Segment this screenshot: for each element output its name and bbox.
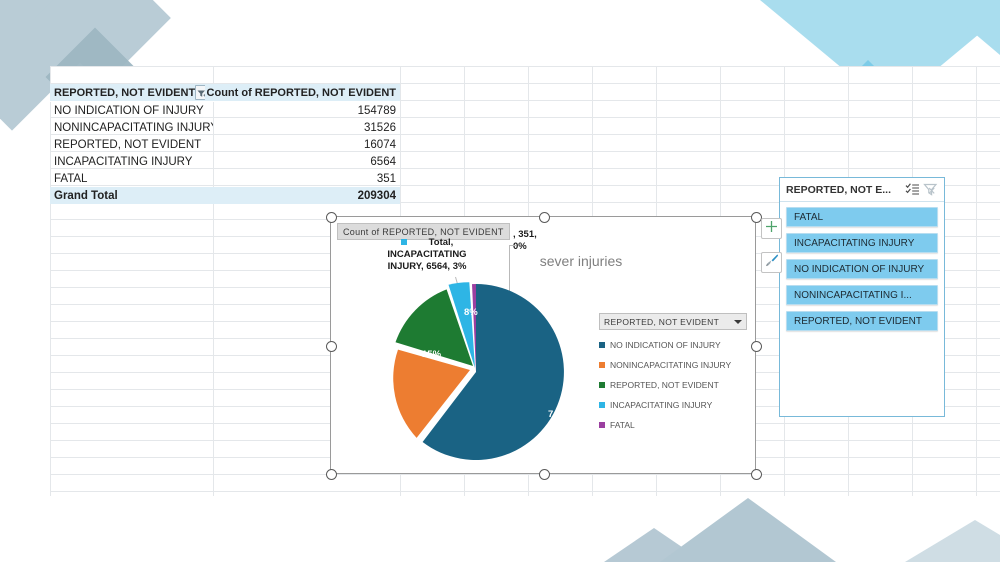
chart-title[interactable]: sever injuries: [539, 253, 623, 269]
pivot-row-label: FATAL: [54, 172, 88, 185]
legend-swatch-icon: [599, 342, 605, 348]
pivot-row-label: NONINCAPACITATING INJURY: [54, 121, 213, 134]
legend-item-nonincapacitating-injury: NONINCAPACITATING INJURY: [599, 355, 747, 375]
pie-slice-fatal: [472, 284, 476, 372]
pivot-row-field-label: REPORTED, NOT EVIDENT: [54, 86, 196, 99]
data-label-line2: INCAPACITATING: [387, 249, 467, 260]
resize-handle-bottom-left[interactable]: [326, 469, 337, 480]
resize-handle-top-center[interactable]: [539, 212, 550, 223]
legend-label: INCAPACITATING INJURY: [610, 400, 713, 410]
chart-styles-button[interactable]: [761, 252, 782, 273]
plus-icon: [765, 220, 778, 238]
legend-label: FATAL: [610, 420, 635, 430]
pie-percent-reported-not-evident: 8%: [464, 307, 478, 318]
slicer-item-reported-not-evident[interactable]: REPORTED, NOT EVIDENT: [786, 311, 938, 331]
leader-line-fatal: [509, 245, 510, 305]
legend-item-fatal: FATAL: [599, 415, 747, 435]
resize-handle-bottom-right[interactable]: [751, 469, 762, 480]
pivot-row-field-header: REPORTED, NOT EVIDENT: [50, 85, 205, 100]
slicer-item-fatal[interactable]: FATAL: [786, 207, 938, 227]
data-label-fatal-line2: 0%: [513, 241, 527, 252]
slicer-item-label: FATAL: [794, 211, 824, 223]
chart-legend: REPORTED, NOT EVIDENT NO INDICATION OF I…: [599, 313, 747, 435]
table-row[interactable]: INCAPACITATING INJURY 6564: [50, 153, 400, 170]
pivot-row-value: 154789: [357, 104, 396, 117]
table-row[interactable]: FATAL 351: [50, 170, 400, 187]
data-label-incapacitating-injury: Total, INCAPACITATING INJURY, 6564, 3%: [367, 237, 487, 273]
slicer-item-label: INCAPACITATING INJURY: [794, 237, 915, 249]
legend-swatch-icon: [599, 402, 605, 408]
data-label-fatal: , 351, 0%: [513, 229, 573, 253]
slicer-item-label: NO INDICATION OF INJURY: [794, 263, 925, 275]
legend-swatch-icon: [599, 422, 605, 428]
pivot-grand-total-value: 209304: [357, 189, 396, 202]
table-row[interactable]: NONINCAPACITATING INJURY 31526: [50, 119, 400, 136]
resize-handle-middle-left[interactable]: [326, 341, 337, 352]
pie-percent-no-indication: 74%: [548, 409, 568, 420]
slicer-title: REPORTED, NOT E...: [786, 183, 892, 196]
legend-item-reported-not-evident: REPORTED, NOT EVIDENT: [599, 375, 747, 395]
pivot-value-field-header: Count of REPORTED, NOT EVIDENT: [206, 86, 396, 99]
leader-line-fatal-foot: [509, 245, 516, 246]
pivot-row-label: NO INDICATION OF INJURY: [54, 104, 204, 117]
slicer-item-incapacitating-injury[interactable]: INCAPACITATING INJURY: [786, 233, 938, 253]
slicer-item-no-indication-of-injury[interactable]: NO INDICATION OF INJURY: [786, 259, 938, 279]
table-row[interactable]: NO INDICATION OF INJURY 154789: [50, 102, 400, 119]
pie-slice-incapacitating-injury: [448, 282, 475, 368]
legend-item-incapacitating-injury: INCAPACITATING INJURY: [599, 395, 747, 415]
pie-slice-nonincapacitating-injury: [393, 349, 470, 438]
pivot-row-value: 31526: [364, 121, 396, 134]
legend-label: REPORTED, NOT EVIDENT: [610, 380, 719, 390]
chart-legend-field-button[interactable]: REPORTED, NOT EVIDENT: [599, 313, 747, 330]
pivot-row-value: 16074: [364, 138, 396, 151]
paintbrush-icon: [765, 253, 779, 272]
pivot-table[interactable]: REPORTED, NOT EVIDENT Count of REPORTED,…: [50, 84, 400, 204]
resize-handle-top-left[interactable]: [326, 212, 337, 223]
chart-legend-field-label: REPORTED, NOT EVIDENT: [604, 316, 720, 327]
decor-triangle-top-right-edge: [935, 0, 1000, 72]
pie-percent-nonincapacitating: 15%: [422, 349, 442, 360]
data-label-fatal-line1: , 351,: [513, 229, 537, 240]
slicer-header: REPORTED, NOT E...: [780, 178, 944, 202]
pivot-chart[interactable]: Count of REPORTED, NOT EVIDENT Total, IN…: [326, 212, 762, 480]
chart-elements-button[interactable]: [761, 218, 782, 239]
multi-select-icon[interactable]: [905, 182, 920, 197]
pie-slice-reported-not-evident: [395, 289, 473, 366]
legend-swatch-icon: [599, 362, 605, 368]
pivot-row-label: INCAPACITATING INJURY: [54, 155, 193, 168]
clear-filter-icon[interactable]: [923, 182, 938, 197]
pivot-grand-total-label: Grand Total: [54, 189, 118, 202]
legend-item-no-indication-of-injury: NO INDICATION OF INJURY: [599, 335, 747, 355]
pivot-grand-total-row[interactable]: Grand Total 209304: [50, 187, 400, 204]
slicer-panel[interactable]: REPORTED, NOT E... FATAL INCAPACIT: [779, 177, 945, 417]
slicer-item-label: REPORTED, NOT EVIDENT: [794, 315, 922, 327]
decor-mountain-far: [905, 520, 1000, 562]
data-label-line1: Total,: [428, 237, 454, 248]
slicer-item-label: NONINCAPACITATING I...: [794, 289, 912, 301]
slicer-item-nonincapacitating-injury[interactable]: NONINCAPACITATING I...: [786, 285, 938, 305]
pie-slice-no-indication-of-injury: [422, 284, 564, 460]
pivot-row-value: 351: [376, 172, 396, 185]
table-row[interactable]: REPORTED, NOT EVIDENT 16074: [50, 136, 400, 153]
filter-dropdown-icon[interactable]: [195, 85, 205, 100]
resize-handle-top-right[interactable]: [751, 212, 762, 223]
legend-swatch-icon: [599, 382, 605, 388]
pivot-row-value: 6564: [370, 155, 396, 168]
legend-label: NO INDICATION OF INJURY: [610, 340, 721, 350]
resize-handle-bottom-center[interactable]: [539, 469, 550, 480]
pivot-header-row: REPORTED, NOT EVIDENT Count of REPORTED,…: [50, 84, 400, 102]
chart-value-field-button[interactable]: Count of REPORTED, NOT EVIDENT: [337, 223, 510, 240]
resize-handle-middle-right[interactable]: [751, 341, 762, 352]
decor-mountain-large: [660, 498, 836, 562]
legend-label: NONINCAPACITATING INJURY: [610, 360, 732, 370]
chevron-down-icon[interactable]: [734, 317, 742, 327]
pivot-row-label: REPORTED, NOT EVIDENT: [54, 138, 202, 151]
data-label-marker-icon: [400, 239, 407, 246]
slicer-item-list: FATAL INCAPACITATING INJURY NO INDICATIO…: [780, 202, 944, 331]
data-label-line3: INJURY, 6564, 3%: [387, 261, 467, 272]
pie-chart-plot-area[interactable]: 74% 15% 8%: [386, 282, 568, 462]
